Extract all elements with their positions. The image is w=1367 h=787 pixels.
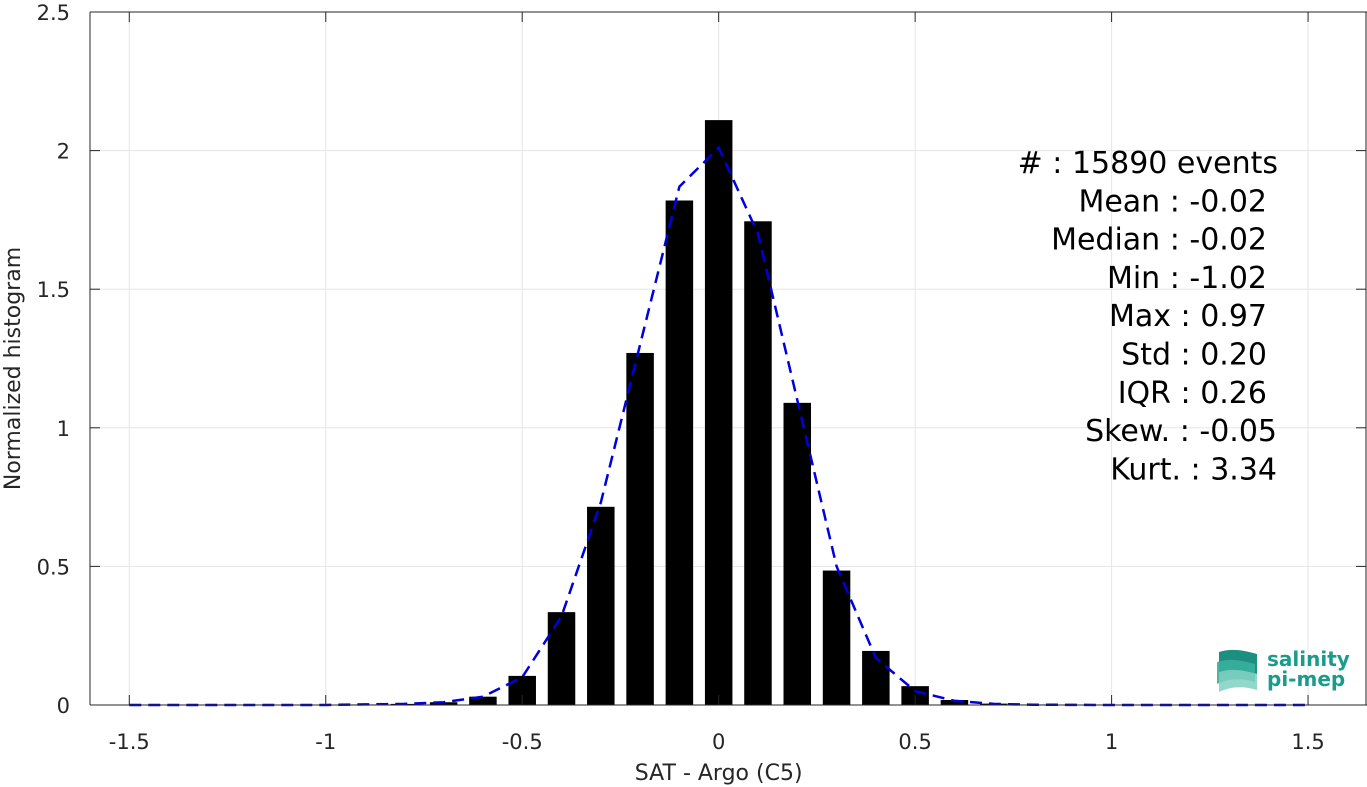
- y-tick-label: 1: [57, 417, 70, 441]
- logo-wave-icon: [1217, 649, 1257, 692]
- stat-line: Skew. : -0.05: [1085, 414, 1277, 449]
- histogram-bar: [783, 402, 812, 705]
- histogram-bar: [665, 200, 694, 705]
- y-tick-label: 2.5: [37, 1, 70, 25]
- axes-frame: [89, 11, 1367, 706]
- histogram-bar: [862, 650, 890, 705]
- x-tick-label: -0.5: [502, 730, 543, 754]
- y-axis-label: Normalized histogram: [1, 247, 26, 490]
- x-tick-label: 0: [712, 730, 725, 754]
- salinity-pi-mep-logo: salinity pi-mep: [1217, 647, 1350, 692]
- histogram-bar: [547, 612, 576, 705]
- x-tick-labels: -1.5 -1 -0.5 0 0.5 1 1.5: [109, 730, 1325, 754]
- stat-line: IQR : 0.26: [1118, 376, 1267, 411]
- y-tick-label: 1.5: [37, 278, 70, 302]
- y-tick-label: 0.5: [37, 555, 70, 579]
- stat-line: Max : 0.97: [1109, 299, 1267, 334]
- histogram-bar: [626, 352, 654, 705]
- histogram-bar: [469, 696, 497, 705]
- y-tick-label: 2: [57, 140, 70, 164]
- x-tick-label: 1: [1105, 730, 1118, 754]
- y-tick-label: 0: [57, 694, 70, 718]
- histogram-bar: [744, 221, 772, 705]
- stat-line: # : 15890 events: [1018, 146, 1278, 181]
- x-tick-label: 0.5: [898, 730, 931, 754]
- stat-line: Min : -1.02: [1107, 261, 1267, 296]
- histogram-bar: [822, 570, 851, 705]
- stat-line: Mean : -0.02: [1078, 184, 1267, 219]
- x-axis-label: SAT - Argo (C5): [635, 761, 803, 786]
- fit-curve: [129, 145, 1309, 707]
- bar-series: [351, 120, 1047, 705]
- stat-line: Median : -0.02: [1051, 223, 1267, 258]
- histogram-bar: [429, 702, 458, 705]
- stat-line: Kurt. : 3.34: [1110, 452, 1277, 487]
- logo-line2: pi-mep: [1267, 667, 1345, 691]
- histogram-bar: [940, 700, 969, 705]
- y-tick-labels: 0 0.5 1 1.5 2 2.5: [37, 1, 70, 718]
- x-tick-label: -1: [315, 730, 336, 754]
- histogram-bar: [587, 506, 615, 705]
- x-tick-label: -1.5: [109, 730, 150, 754]
- logo-line1: salinity: [1267, 647, 1350, 671]
- stat-line: Std : 0.20: [1121, 338, 1267, 373]
- x-tick-label: 1.5: [1291, 730, 1324, 754]
- histogram-bar: [704, 120, 733, 705]
